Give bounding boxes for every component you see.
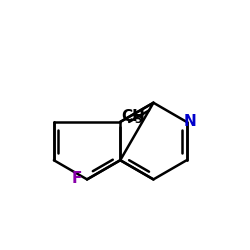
Text: CH: CH bbox=[122, 108, 145, 124]
Text: F: F bbox=[72, 172, 82, 186]
Text: N: N bbox=[183, 114, 196, 130]
Text: 3: 3 bbox=[134, 115, 142, 125]
